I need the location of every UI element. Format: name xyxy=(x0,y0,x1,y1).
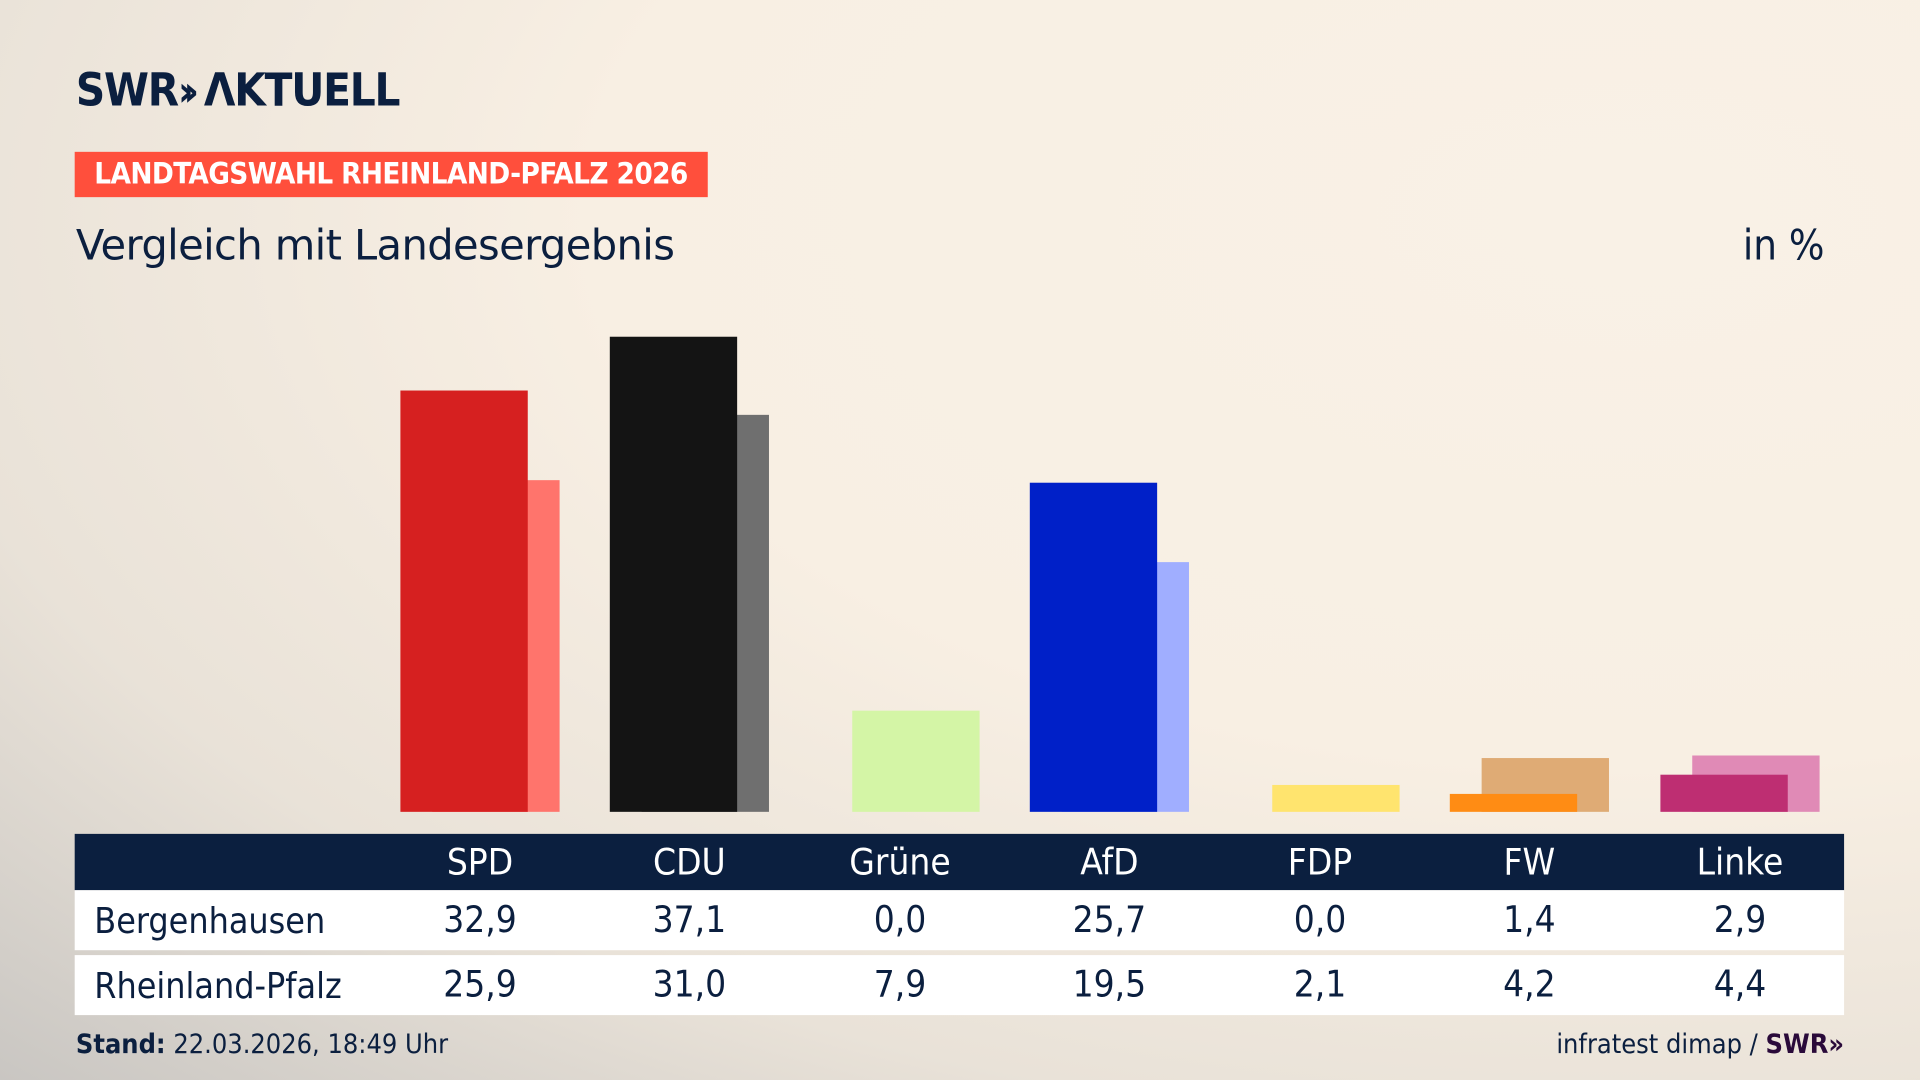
table-cell: 0,0 xyxy=(1293,898,1347,942)
source-text: infratest dimap / xyxy=(1556,1029,1758,1061)
bar-cdu-bergenhausen xyxy=(609,336,738,812)
table-cell: 2,9 xyxy=(1713,898,1767,942)
table-cell: 19,5 xyxy=(1072,963,1147,1007)
table-cell: 7,9 xyxy=(873,963,927,1007)
bar-fw-bergenhausen xyxy=(1449,793,1578,812)
source-credit: infratest dimap / SWR» xyxy=(1556,1030,1844,1061)
row-label: Bergenhausen xyxy=(94,899,326,942)
table-cell: 25,7 xyxy=(1072,898,1147,942)
stand-value: 22.03.2026, 18:49 Uhr xyxy=(173,1029,449,1061)
table-cell: 0,0 xyxy=(873,898,927,942)
table-cell: 1,4 xyxy=(1503,898,1556,942)
logo-aktuell: ΛKTUELL xyxy=(203,63,400,117)
chevrons-icon: » xyxy=(1828,1029,1845,1061)
bar-afd-bergenhausen xyxy=(1029,482,1158,812)
results-table: SPD CDU Grüne AfD FDP FW Linke Bergenhausen 32,… xyxy=(74,833,1845,1020)
stand-label: Stand: xyxy=(75,1029,166,1061)
bar-grüne-landesergebnis xyxy=(852,710,980,812)
table-header: SPD CDU Grüne AfD FDP FW Linke xyxy=(74,833,1845,891)
table-cell: 2,1 xyxy=(1293,963,1347,1007)
bar-spd-bergenhausen xyxy=(400,390,528,812)
column-header: Linke xyxy=(1696,840,1784,884)
election-badge: LANDTAGSWAHL RHEINLAND-PFALZ 2026 xyxy=(74,151,708,198)
table-cell: 4,2 xyxy=(1503,963,1556,1007)
swr-aktuell-logo: SWR›› ΛKTUELL xyxy=(75,63,401,117)
column-header: FW xyxy=(1503,840,1556,884)
bar-linke-bergenhausen xyxy=(1660,774,1788,812)
column-header: SPD xyxy=(446,840,514,884)
unit-label: in % xyxy=(1742,221,1825,271)
table-cell: 25,9 xyxy=(443,963,517,1007)
table-row: Bergenhausen 32,9 37,1 0,0 25,7 0,0 1,4 2,9 xyxy=(74,890,1845,951)
table-cell: 32,9 xyxy=(443,898,517,942)
table-row: Rheinland-Pfalz 25,9 31,0 7,9 19,5 2,1 4,2 4,4 xyxy=(74,955,1845,1016)
table-cell: 4,4 xyxy=(1713,963,1767,1007)
column-header: AfD xyxy=(1080,840,1139,884)
table-cell: 31,0 xyxy=(652,963,727,1007)
timestamp: Stand: 22.03.2026, 18:49 Uhr xyxy=(76,1030,448,1061)
column-header: FDP xyxy=(1287,840,1353,884)
chart-subtitle: Vergleich mit Landesergebnis xyxy=(75,221,675,271)
logo-swr: SWR xyxy=(75,63,179,117)
bar-fdp-landesergebnis xyxy=(1272,784,1400,812)
column-header: CDU xyxy=(653,840,726,884)
table-cell: 37,1 xyxy=(652,898,727,942)
column-header: Grüne xyxy=(849,840,951,884)
row-label: Rheinland-Pfalz xyxy=(94,964,342,1006)
source-swr-logo: SWR xyxy=(1765,1029,1829,1061)
